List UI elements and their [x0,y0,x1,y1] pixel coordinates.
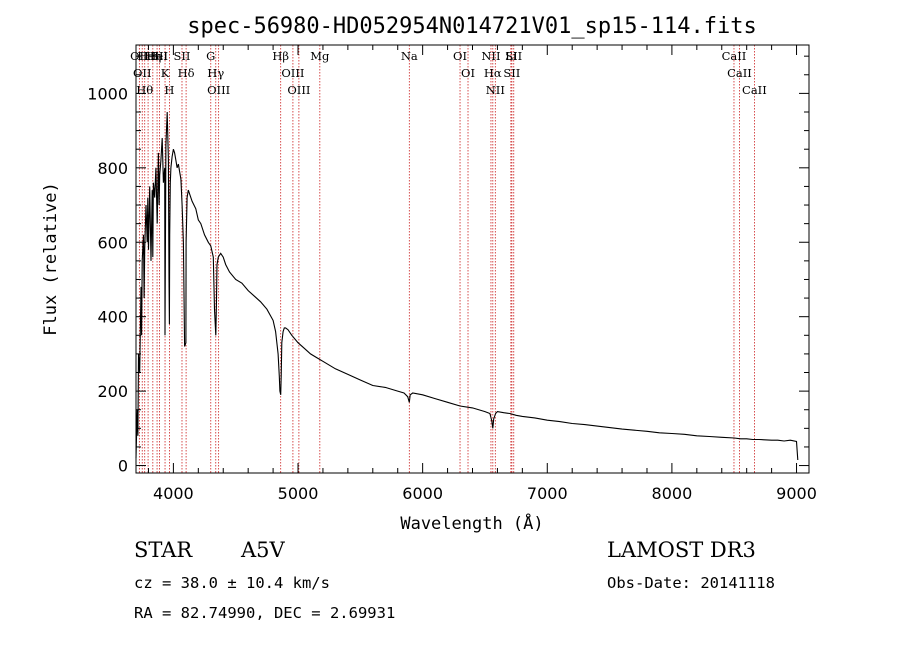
line-label-12: Hγ [207,66,224,80]
line-label-23: NII [486,83,505,97]
line-label-29: CaII [742,83,767,97]
line-label-7: K [161,66,170,80]
x-axis-ticks: 4000 5000 6000 7000 8000 9000 [147,45,817,503]
line-label-9: SII [174,49,191,63]
y-tick-label-200: 200 [97,382,128,401]
line-label-20: OI [461,66,475,80]
x-tick-label-9000: 9000 [776,484,817,503]
line-label-4: Hη [144,49,161,63]
line-label-27: CaII [722,49,747,63]
spectrum-chart: spec-56980-HD052954N014721V01_sp15-114.f… [41,14,817,534]
survey-name: LAMOST DR3 [607,538,756,562]
object-class: STAR [134,538,193,562]
line-label-14: Hβ [272,49,289,63]
line-label-1: OII [133,66,152,80]
y-axis-label: Flux (relative) [41,182,61,336]
y-tick-label-0: 0 [118,457,128,476]
line-label-22: Hα [484,66,502,80]
line-label-21: NII [481,49,500,63]
line-label-8: H [164,83,174,97]
line-label-28: CaII [727,66,752,80]
line-label-24: Li [505,49,517,63]
line-label-16: OIII [287,83,310,97]
spectrum-line [135,111,799,461]
x-tick-label-7000: 7000 [527,484,568,503]
plot-frame [135,44,810,474]
redshift-readout: cz = 38.0 ± 10.4 km/s [134,574,330,592]
line-label-11: G [206,49,215,63]
line-label-13: OIII [207,83,230,97]
coordinates-readout: RA = 82.74990, DEC = 2.69931 [134,604,396,622]
line-label-25: SII [503,66,520,80]
spectral-line-markers [138,45,755,473]
chart-title: spec-56980-HD052954N014721V01_sp15-114.f… [187,14,757,39]
object-subclass: A5V [241,538,285,562]
x-tick-label-4000: 4000 [153,484,194,503]
line-label-5: HeI [146,49,167,63]
line-label-10: Hδ [178,66,195,80]
y-tick-label-1000: 1000 [87,84,128,103]
line-label-15: OIII [281,66,304,80]
line-label-26: SII [505,49,522,63]
line-label-17: Mg [310,49,330,63]
line-label-3: HeI [137,49,158,63]
observation-date: Obs-Date: 20141118 [607,574,775,592]
line-label-6: SII [151,49,168,63]
x-tick-label-5000: 5000 [278,484,319,503]
x-tick-label-8000: 8000 [652,484,693,503]
y-axis-ticks: 0 200 400 600 800 1000 [87,55,809,476]
line-label-19: OI [453,49,467,63]
y-tick-label-800: 800 [97,159,128,178]
line-label-18: Na [401,49,418,63]
x-axis-label: Wavelength (Å) [400,512,543,534]
y-tick-label-400: 400 [97,308,128,327]
y-tick-label-600: 600 [97,233,128,252]
spectral-line-labels: OIIOIIHθHeIHηHeISIIKHSIIHδGHγOIIIHβOIIIO… [130,49,767,97]
line-label-2: Hθ [136,83,153,97]
x-tick-label-6000: 6000 [402,484,443,503]
